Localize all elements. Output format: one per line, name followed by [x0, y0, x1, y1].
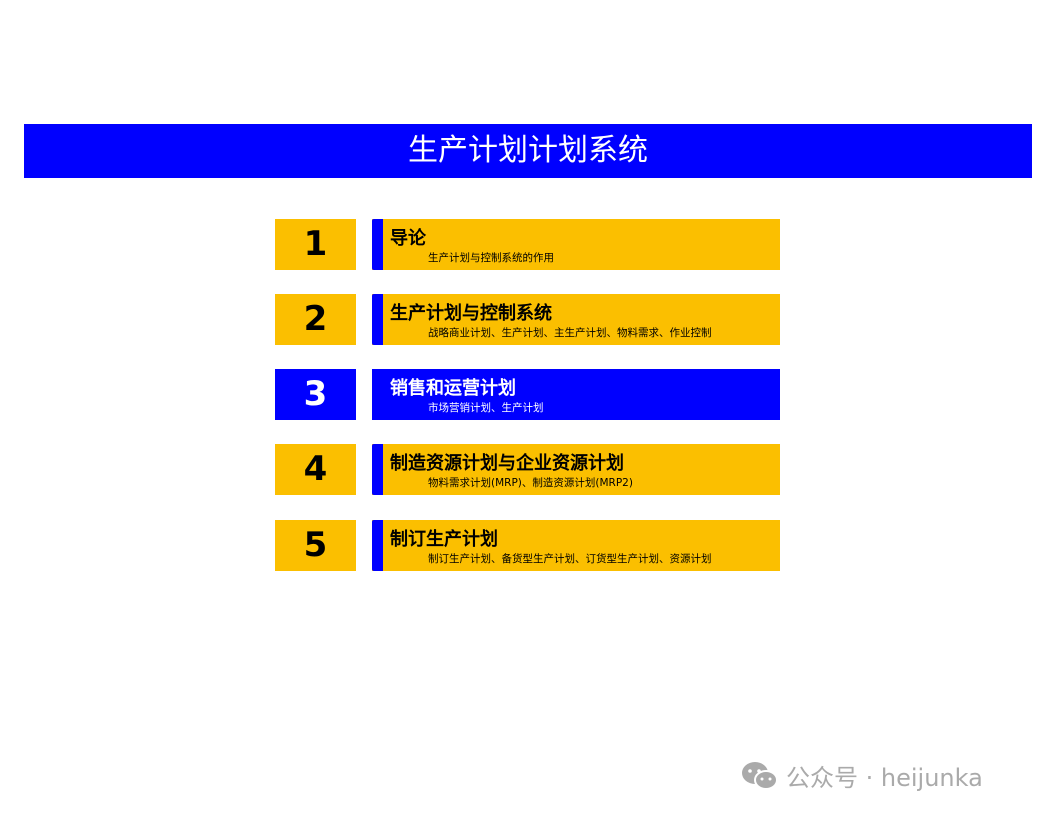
item-number: 3	[275, 369, 356, 420]
watermark: 公众号 · heijunka	[740, 758, 983, 793]
wechat-icon	[742, 761, 778, 790]
item-subtitle: 战略商业计划、生产计划、主生产计划、物料需求、作业控制	[428, 327, 712, 339]
item-bar: 制造资源计划与企业资源计划 物料需求计划(MRP)、制造资源计划(MRP2)	[372, 444, 780, 495]
item-bar: 导论 生产计划与控制系统的作用	[372, 219, 780, 270]
watermark-text: 公众号 · heijunka	[786, 764, 983, 792]
accent-strip	[372, 520, 383, 571]
item-title: 生产计划与控制系统	[390, 303, 552, 324]
item-bar: 销售和运营计划 市场营销计划、生产计划	[372, 369, 780, 420]
accent-strip	[372, 444, 383, 495]
agenda-item-5: 5 制订生产计划 制订生产计划、备货型生产计划、订货型生产计划、资源计划	[275, 520, 780, 571]
item-title: 制造资源计划与企业资源计划	[390, 453, 624, 474]
item-title: 制订生产计划	[390, 529, 498, 550]
item-subtitle: 制订生产计划、备货型生产计划、订货型生产计划、资源计划	[428, 553, 712, 565]
item-number: 1	[275, 219, 356, 270]
agenda-item-1: 1 导论 生产计划与控制系统的作用	[275, 219, 780, 270]
item-subtitle: 物料需求计划(MRP)、制造资源计划(MRP2)	[428, 477, 633, 489]
agenda-item-3: 3 销售和运营计划 市场营销计划、生产计划	[275, 369, 780, 420]
item-number: 5	[275, 520, 356, 571]
item-subtitle: 市场营销计划、生产计划	[428, 402, 544, 414]
item-title: 销售和运营计划	[390, 378, 516, 399]
accent-strip	[372, 219, 383, 270]
accent-strip	[372, 294, 383, 345]
agenda-item-4: 4 制造资源计划与企业资源计划 物料需求计划(MRP)、制造资源计划(MRP2)	[275, 444, 780, 495]
item-title: 导论	[390, 228, 426, 249]
item-bar: 制订生产计划 制订生产计划、备货型生产计划、订货型生产计划、资源计划	[372, 520, 780, 571]
item-subtitle: 生产计划与控制系统的作用	[428, 252, 554, 264]
item-number: 4	[275, 444, 356, 495]
item-number: 2	[275, 294, 356, 345]
slide-title: 生产计划计划系统	[24, 124, 1032, 178]
accent-strip	[372, 369, 383, 420]
agenda-item-2: 2 生产计划与控制系统 战略商业计划、生产计划、主生产计划、物料需求、作业控制	[275, 294, 780, 345]
item-bar: 生产计划与控制系统 战略商业计划、生产计划、主生产计划、物料需求、作业控制	[372, 294, 780, 345]
